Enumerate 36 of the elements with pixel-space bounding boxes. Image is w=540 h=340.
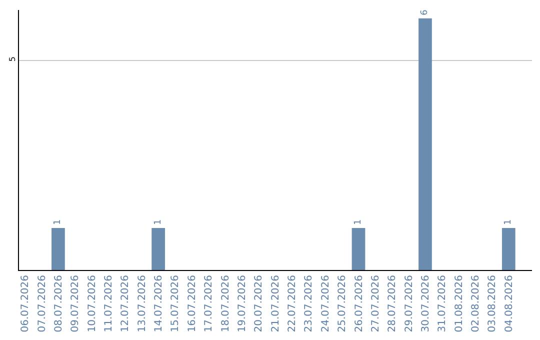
x-tick-label: 24.07.2026 (320, 275, 332, 332)
x-tick-label: 01.08.2026 (454, 275, 465, 332)
x-tick-label: 19.07.2026 (236, 275, 248, 332)
x-tick-label: 02.08.2026 (470, 275, 482, 332)
data-label: 1 (504, 219, 514, 226)
data-label: 6 (420, 9, 430, 16)
data-label: 1 (153, 219, 164, 226)
x-tick-label: 06.07.2026 (20, 275, 32, 332)
x-tick-label: 13.07.2026 (136, 275, 148, 332)
x-tick-label: 08.07.2026 (53, 275, 64, 332)
x-tick-label: 25.07.2026 (337, 275, 348, 332)
x-tick-label: 22.07.2026 (287, 275, 298, 332)
x-tick-label: 29.07.2026 (404, 275, 415, 332)
x-tick-label: 17.07.2026 (204, 275, 215, 332)
x-tick-label: 03.08.2026 (487, 275, 498, 332)
data-label: 1 (53, 219, 64, 226)
x-tick-label: 28.07.2026 (387, 275, 398, 332)
x-tick-label: 27.07.2026 (370, 275, 382, 332)
x-tick-label: 26.07.2026 (354, 275, 365, 332)
x-tick-label: 10.07.2026 (86, 275, 98, 332)
x-tick-label: 07.07.2026 (36, 275, 48, 332)
x-tick-label: 21.07.2026 (270, 275, 282, 332)
x-tick-label: 12.07.2026 (120, 275, 132, 332)
x-tick-label: 14.07.2026 (154, 275, 165, 332)
x-tick-label: 04.08.2026 (504, 275, 515, 332)
data-label: 1 (353, 219, 364, 226)
x-tick-label: 20.07.2026 (254, 275, 265, 332)
x-tick-label: 30.07.2026 (420, 275, 432, 332)
x-tick-label: 16.07.2026 (186, 275, 198, 332)
x-tick-label: 09.07.2026 (70, 275, 82, 332)
x-tick-label: 15.07.2026 (170, 275, 182, 332)
y-tick-label: 5 (8, 56, 17, 62)
x-tick-label: 31.07.2026 (437, 275, 448, 332)
x-tick-label: 23.07.2026 (304, 275, 315, 332)
x-tick-label: 18.07.2026 (220, 275, 232, 332)
x-tick-label: 11.07.2026 (104, 275, 114, 332)
